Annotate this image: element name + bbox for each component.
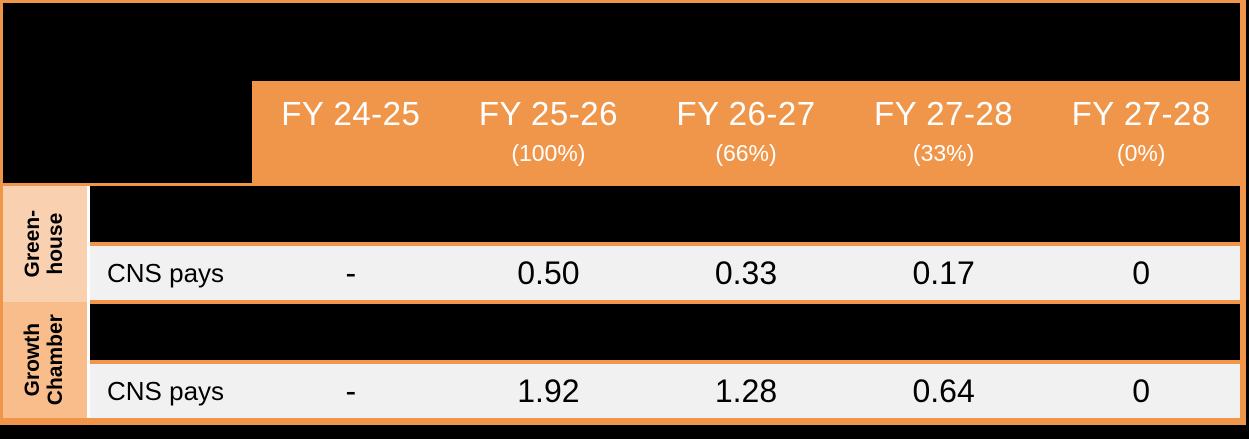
- header-cell-fy-27-28-33: FY 27-28 (33%): [845, 81, 1043, 183]
- group-label-line2: Chamber: [44, 314, 67, 406]
- table-cell: 0: [1132, 254, 1151, 291]
- redacted-header-corner-cell: [3, 81, 252, 183]
- table-header-row: FY 24-25 FY 25-26 (100%) FY 26-27 (66%) …: [252, 81, 1240, 183]
- table-cell: 0.50: [517, 254, 580, 291]
- row-label: CNS pays: [107, 257, 225, 288]
- redacted-title-block: [3, 3, 1240, 81]
- group-label-line1: Growth: [21, 323, 45, 397]
- header-sublabel: (0%): [1116, 140, 1166, 166]
- table-cell: 1.92: [517, 372, 580, 409]
- header-cell-fy-27-28-0: FY 27-28 (0%): [1042, 81, 1240, 183]
- group-label-line2: house: [44, 213, 67, 275]
- group-label-text: Green- house: [21, 210, 67, 278]
- header-label: FY 24-25: [281, 95, 421, 132]
- table-frame: FY 24-25 FY 25-26 (100%) FY 26-27 (66%) …: [0, 0, 1246, 425]
- header-cell-fy-26-27: FY 26-27 (66%): [647, 81, 845, 183]
- header-sublabel: (33%): [912, 140, 975, 166]
- header-label: FY 27-28: [1071, 95, 1211, 132]
- group-label-growth-chamber: Growth Chamber: [3, 302, 87, 418]
- redacted-row-growth-chamber: [90, 304, 1240, 360]
- header-label: FY 25-26: [478, 95, 618, 132]
- group-label-line1: Green-: [21, 210, 45, 278]
- redacted-row-greenhouse: [90, 186, 1240, 242]
- table-cell: -: [345, 254, 357, 291]
- table-cell: 0.64: [912, 372, 975, 409]
- header-sublabel: (100%): [511, 140, 586, 166]
- table-cell: 0.33: [714, 254, 778, 291]
- group-label-greenhouse: Green- house: [3, 186, 87, 302]
- header-label: FY 26-27: [676, 95, 816, 132]
- table-cell: 0: [1132, 372, 1151, 409]
- group-label-text: Growth Chamber: [21, 314, 67, 406]
- header-cell-fy-24-25: FY 24-25: [252, 81, 450, 183]
- header-label: FY 27-28: [874, 95, 1014, 132]
- table-row-greenhouse-cns-pays: CNS pays - 0.50 0.33 0.17 0: [90, 246, 1240, 300]
- table-cell: -: [345, 372, 357, 409]
- header-cell-fy-25-26: FY 25-26 (100%): [450, 81, 648, 183]
- label-column-divider: [87, 186, 90, 418]
- table-row-growth-chamber-cns-pays: CNS pays - 1.92 1.28 0.64 0: [90, 364, 1240, 418]
- row-label: CNS pays: [107, 375, 225, 406]
- table-cell: 1.28: [714, 372, 778, 409]
- table-cell: 0.17: [912, 254, 975, 291]
- header-sublabel: (66%): [715, 140, 777, 166]
